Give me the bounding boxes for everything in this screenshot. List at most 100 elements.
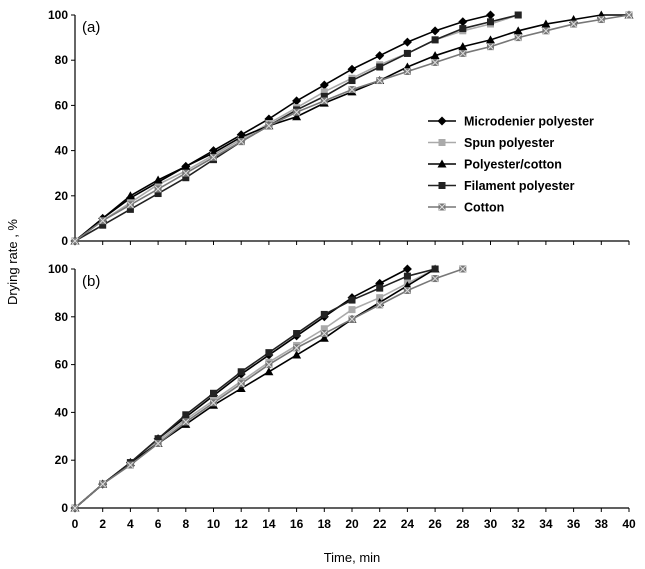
data-point <box>570 20 578 28</box>
x-tick-label: 18 <box>318 517 332 531</box>
data-point <box>487 43 494 51</box>
legend-marker <box>437 159 447 168</box>
data-point <box>348 315 356 323</box>
x-tick-label: 2 <box>99 517 106 531</box>
data-point <box>376 77 384 85</box>
legend-marker <box>437 116 447 126</box>
y-axis-title: Drying rate , % <box>5 219 20 305</box>
data-point <box>154 439 162 447</box>
y-tick-label: 100 <box>48 262 68 276</box>
data-point <box>376 284 384 292</box>
data-point <box>402 264 412 274</box>
y-tick-label: 60 <box>55 358 69 372</box>
data-point <box>153 175 163 184</box>
legend-marker <box>438 182 446 189</box>
data-point <box>125 191 135 200</box>
data-point <box>402 37 412 47</box>
data-point <box>403 272 411 280</box>
data-point <box>126 201 134 209</box>
data-point <box>625 11 633 19</box>
y-tick-label: 20 <box>55 453 69 467</box>
legend-item-polyester-cotton: Polyester/cotton <box>428 158 562 172</box>
data-point <box>542 27 550 35</box>
data-point <box>459 265 467 273</box>
y-tick-label: 60 <box>55 98 69 112</box>
x-tick-label: 34 <box>539 517 553 531</box>
data-point <box>99 221 107 229</box>
data-point <box>431 275 439 283</box>
legend-label: Cotton <box>464 201 504 215</box>
data-point <box>320 92 328 100</box>
x-tick-label: 4 <box>127 517 134 531</box>
data-point <box>458 42 468 51</box>
data-point <box>99 217 107 225</box>
data-point <box>348 306 356 314</box>
legend-item-microdenier-polyester: Microdenier polyester <box>428 115 594 129</box>
x-tick-label: 40 <box>622 517 636 531</box>
panel-label: (a) <box>82 19 100 36</box>
data-point <box>265 122 273 130</box>
data-point <box>293 344 301 352</box>
data-point <box>376 63 384 71</box>
panel-a: 0 20 40 60 80 100 (a) <box>48 8 634 248</box>
data-point <box>182 174 190 182</box>
x-tick-label: 36 <box>567 517 581 531</box>
series-microdenier-polyester <box>70 10 495 246</box>
y-tick-label: 40 <box>55 405 69 419</box>
data-point <box>430 51 440 60</box>
legend-item-filament-polyester: Filament polyester <box>428 179 575 193</box>
data-point <box>237 368 245 376</box>
data-point <box>210 153 217 161</box>
y-tick-label: 0 <box>61 234 68 248</box>
data-point <box>126 205 134 213</box>
x-tick-label: 24 <box>401 517 415 531</box>
y-tick-label: 40 <box>55 144 69 158</box>
data-point <box>320 88 328 96</box>
data-point <box>347 64 357 74</box>
data-point <box>236 384 246 392</box>
x-tick-label: 32 <box>512 517 526 531</box>
data-point <box>514 11 522 19</box>
x-tick-label: 20 <box>345 517 359 531</box>
data-point <box>292 96 302 106</box>
series-spun-polyester <box>71 11 522 245</box>
data-point <box>486 35 495 44</box>
x-axis-title: Time, min <box>324 550 381 565</box>
data-point <box>541 19 551 28</box>
y-tick-label: 20 <box>55 189 69 203</box>
series-polyester-cotton <box>70 264 440 512</box>
data-point <box>459 25 467 33</box>
data-point <box>182 411 190 419</box>
data-point <box>320 325 328 333</box>
legend-marker <box>438 139 446 146</box>
data-point <box>320 97 328 105</box>
x-tick-label: 0 <box>72 517 79 531</box>
data-point <box>292 350 302 359</box>
data-point <box>320 310 328 318</box>
series-filament-polyester <box>71 11 522 245</box>
data-point <box>348 86 356 94</box>
series-line <box>74 14 491 242</box>
data-point <box>431 58 439 66</box>
data-point <box>71 237 79 245</box>
data-point <box>320 330 328 338</box>
data-point <box>210 399 217 407</box>
data-point <box>486 10 495 20</box>
data-point <box>376 301 384 309</box>
legend-label: Polyester/cotton <box>464 158 562 172</box>
data-point <box>265 349 273 357</box>
series-line <box>74 268 436 509</box>
data-point <box>513 26 523 35</box>
data-point <box>71 504 79 512</box>
legend-item-cotton: Cotton <box>428 201 504 215</box>
y-tick-label: 0 <box>61 501 68 515</box>
data-point <box>375 51 385 61</box>
data-point <box>293 108 301 116</box>
data-point <box>181 161 191 170</box>
legend-label: Microdenier polyester <box>464 115 594 129</box>
x-tick-label: 12 <box>235 517 249 531</box>
data-point <box>487 18 494 26</box>
data-point <box>403 287 411 295</box>
data-point <box>458 17 468 27</box>
